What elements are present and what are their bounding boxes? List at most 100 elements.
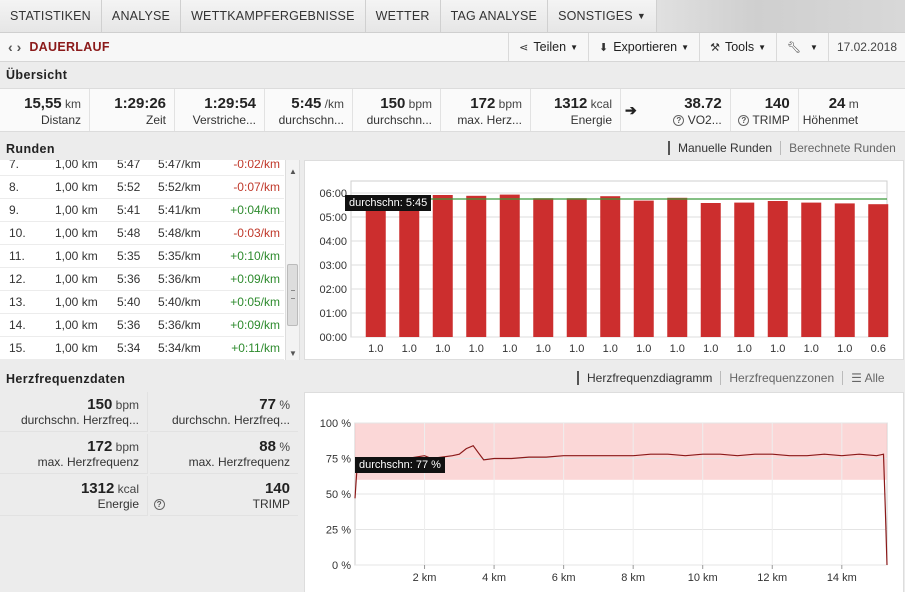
nav-tab[interactable]: ANALYSE — [102, 0, 182, 32]
lap-bar[interactable] — [801, 202, 822, 337]
lap-time: 5:34 — [117, 341, 141, 355]
y-tick-label: 02:00 — [319, 284, 347, 296]
stat-label: durchschn... — [278, 113, 344, 127]
lap-row[interactable]: 14. 1,00 km 5:36 5:36/km +0:09/km — [0, 314, 284, 337]
lap-number: 9. — [9, 203, 20, 217]
lap-bar[interactable] — [432, 195, 453, 337]
overview-stats: 15,55 km Distanz 1:29:26 Zeit 1:29:54 Verstri… — [0, 88, 905, 132]
tools-button[interactable]: ⚒ Tools ▼ — [699, 33, 776, 61]
overview-stat: 150 bpm durchschn... — [353, 89, 441, 131]
lap-distance: 1,00 km — [55, 203, 98, 217]
laps-scrollbar[interactable]: ▲ ▼ — [285, 160, 299, 360]
lap-bar[interactable] — [600, 196, 621, 337]
stat-value-line: 1:29:54 — [179, 95, 256, 112]
export-button[interactable]: ⬇ Exportieren ▼ — [587, 33, 699, 61]
hr-stat-label: max. Herzfrequenz — [37, 455, 139, 469]
hr-stat-unit: kcal — [117, 482, 139, 496]
scroll-up-icon[interactable]: ▲ — [289, 167, 297, 176]
help-icon[interactable]: ? — [738, 115, 750, 127]
lap-number: 11. — [9, 249, 25, 263]
x-tick-label: 1.0 — [569, 343, 584, 355]
share-button[interactable]: ⋖ Teilen ▼ — [508, 33, 588, 61]
stat-value-line: 1:29:26 — [94, 95, 166, 112]
x-tick-label: 1.0 — [804, 343, 819, 355]
x-tick-label: 1.0 — [402, 343, 417, 355]
main-nav: STATISTIKEN ANALYSE WETTKAMPFERGEBNISSE WET… — [0, 0, 905, 33]
tools-label: Tools — [724, 40, 755, 54]
lap-bar[interactable] — [734, 202, 755, 337]
lap-bar[interactable] — [499, 194, 520, 337]
lap-row[interactable]: 13. 1,00 km 5:40 5:40/km +0:05/km — [0, 291, 284, 314]
nav-tab[interactable]: WETTER — [366, 0, 441, 32]
lap-row[interactable]: 9. 1,00 km 5:41 5:41/km +0:04/km — [0, 199, 284, 222]
lap-bar[interactable] — [868, 204, 889, 337]
lap-bar[interactable] — [700, 203, 721, 337]
hr-all-toggle[interactable]: ☰ Alle — [842, 371, 892, 385]
lap-time: 5:40 — [117, 295, 141, 309]
nav-tab[interactable]: TAG ANALYSE — [441, 0, 549, 32]
calculated-laps-toggle[interactable]: Berechnete Runden — [780, 141, 904, 155]
lap-bar[interactable] — [365, 199, 386, 337]
chevron-right-icon[interactable]: › — [16, 39, 22, 55]
stat-label: VO2... — [687, 113, 722, 127]
laps-bar-chart-svg: 00:00 01:00 02:00 03:00 04:00 05:00 06:00 1.0 1.… — [319, 180, 889, 355]
lap-number: 10. — [9, 226, 26, 240]
lap-pace-diff: +0:11/km — [231, 341, 280, 355]
lap-row[interactable]: 11. 1,00 km 5:35 5:35/km +0:10/km — [0, 245, 284, 268]
help-icon[interactable]: ? — [153, 499, 165, 511]
lap-pace-diff: +0:09/km — [230, 272, 280, 286]
hr-stat-value: 140 — [264, 480, 290, 497]
lap-row[interactable]: 8. 1,00 km 5:52 5:52/km -0:07/km — [0, 176, 284, 199]
nav-tab[interactable]: SONSTIGES ▼ — [548, 0, 657, 32]
lap-pace-diff: +0:10/km — [230, 249, 280, 263]
stat-value: 1:29:26 — [114, 95, 166, 112]
x-tick-label: 1.0 — [603, 343, 618, 355]
hr-stat-value-line: 77 % — [150, 396, 290, 413]
stat-label-line: durchschn... — [357, 113, 432, 127]
lap-number: 13. — [9, 295, 26, 309]
lap-bar[interactable] — [767, 201, 788, 337]
laps-heading: Runden — [6, 142, 55, 156]
lap-row[interactable]: 10. 1,00 km 5:48 5:48/km -0:03/km — [0, 222, 284, 245]
share-icon: ⋖ — [519, 41, 529, 54]
lap-bar[interactable] — [466, 195, 487, 337]
stat-value: 24 — [828, 95, 846, 112]
wrench-menu-button[interactable]: 🔧︎ ▼ — [776, 33, 828, 61]
activity-date: 17.02.2018 — [827, 33, 905, 61]
lap-bar[interactable] — [566, 198, 587, 337]
scroll-down-icon[interactable]: ▼ — [289, 349, 297, 358]
chevron-down-icon: ▼ — [636, 11, 646, 21]
lap-bar[interactable] — [633, 200, 654, 337]
lap-bar[interactable] — [399, 199, 420, 337]
lap-distance: 1,00 km — [55, 226, 98, 240]
hr-toggle-group: Herzfrequenzdiagramm Herzfrequenzzonen ☰… — [577, 371, 893, 385]
stat-label-line: Höhenmet... — [803, 113, 859, 127]
average-tooltip: durchschn: 5:45 — [345, 195, 432, 211]
lap-distance: 1,00 km — [55, 249, 98, 263]
hr-series-line — [354, 444, 888, 566]
lap-row[interactable]: 7. 1,00 km 5:47 5:47/km -0:02/km — [0, 160, 284, 176]
lap-bar[interactable] — [667, 197, 688, 337]
hr-stat-value: 1312 — [80, 480, 115, 497]
hr-zones-toggle[interactable]: Herzfrequenzzonen — [720, 371, 842, 385]
chevron-down-icon: ▼ — [758, 42, 767, 52]
lap-distance: 1,00 km — [55, 295, 98, 309]
lap-time: 5:36 — [117, 318, 141, 332]
export-label: Exportieren — [613, 40, 678, 54]
x-tick-label: 8 km — [621, 572, 645, 584]
scrollbar-thumb[interactable] — [287, 264, 298, 326]
chevron-left-icon[interactable]: ‹ — [8, 39, 13, 55]
nav-tab[interactable]: WETTKAMPFERGEBNISSE — [181, 0, 366, 32]
hr-diagram-toggle[interactable]: Herzfrequenzdiagramm — [577, 371, 720, 385]
lap-time: 5:52 — [117, 180, 141, 194]
lap-number: 14. — [9, 318, 26, 332]
lap-bar[interactable] — [834, 203, 855, 337]
nav-tab[interactable]: STATISTIKEN — [0, 0, 102, 32]
hr-stat-label-line: max. Herzfrequenz — [0, 455, 139, 469]
lap-row[interactable]: 15. 1,00 km 5:34 5:34/km +0:11/km — [0, 337, 284, 360]
manual-laps-toggle[interactable]: Manuelle Runden — [668, 141, 780, 155]
lap-row[interactable]: 12. 1,00 km 5:36 5:36/km +0:09/km — [0, 268, 284, 291]
lap-bar[interactable] — [533, 198, 554, 337]
x-tick-label: 1.0 — [435, 343, 450, 355]
help-icon[interactable]: ? — [673, 115, 685, 127]
